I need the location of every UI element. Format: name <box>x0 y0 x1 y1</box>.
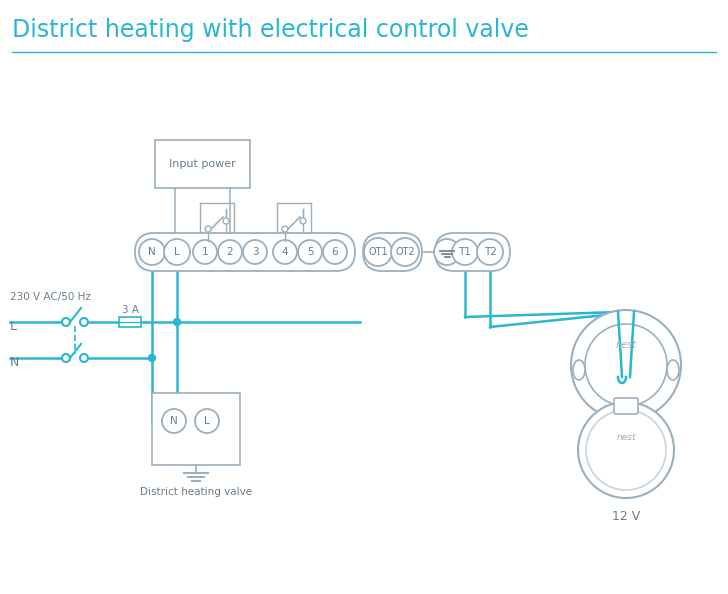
FancyBboxPatch shape <box>435 233 510 271</box>
Text: nest: nest <box>616 434 636 443</box>
Text: Input power: Input power <box>169 159 236 169</box>
Circle shape <box>298 240 322 264</box>
Text: N: N <box>148 247 156 257</box>
Text: N: N <box>170 416 178 426</box>
Circle shape <box>243 240 267 264</box>
Circle shape <box>586 410 666 490</box>
Circle shape <box>195 409 219 433</box>
Text: District heating with electrical control valve: District heating with electrical control… <box>12 18 529 42</box>
Circle shape <box>62 318 70 326</box>
Circle shape <box>323 240 347 264</box>
Circle shape <box>434 239 460 265</box>
Text: District heating valve: District heating valve <box>140 487 252 497</box>
Circle shape <box>139 239 165 265</box>
Circle shape <box>193 240 217 264</box>
Bar <box>119 317 141 327</box>
Circle shape <box>80 354 88 362</box>
Circle shape <box>571 310 681 420</box>
Circle shape <box>282 226 288 232</box>
Circle shape <box>364 238 392 266</box>
Ellipse shape <box>573 360 585 380</box>
Circle shape <box>149 355 156 362</box>
Text: 230 V AC/50 Hz: 230 V AC/50 Hz <box>10 292 91 302</box>
Text: T1: T1 <box>459 247 472 257</box>
Text: 5: 5 <box>306 247 313 257</box>
Text: OT1: OT1 <box>368 247 388 257</box>
Text: 2: 2 <box>226 247 233 257</box>
Text: L: L <box>204 416 210 426</box>
Bar <box>155 140 250 188</box>
Text: L: L <box>10 320 17 333</box>
Text: 4: 4 <box>282 247 288 257</box>
Bar <box>152 393 240 465</box>
Circle shape <box>578 402 674 498</box>
FancyBboxPatch shape <box>363 233 422 271</box>
Text: T2: T2 <box>483 247 496 257</box>
Circle shape <box>80 318 88 326</box>
Circle shape <box>218 240 242 264</box>
Text: L: L <box>174 247 180 257</box>
Circle shape <box>223 218 229 224</box>
Text: 3: 3 <box>252 247 258 257</box>
Text: 3 A: 3 A <box>122 305 138 315</box>
Text: 12 V: 12 V <box>612 510 640 523</box>
Circle shape <box>164 239 190 265</box>
Circle shape <box>205 226 211 232</box>
Circle shape <box>391 238 419 266</box>
Circle shape <box>162 409 186 433</box>
Text: 1: 1 <box>202 247 208 257</box>
FancyBboxPatch shape <box>614 398 638 414</box>
Circle shape <box>62 354 70 362</box>
Text: N: N <box>10 356 20 369</box>
Circle shape <box>273 240 297 264</box>
Text: nest: nest <box>615 340 636 350</box>
Circle shape <box>477 239 503 265</box>
Circle shape <box>300 218 306 224</box>
Circle shape <box>585 324 667 406</box>
Ellipse shape <box>667 360 679 380</box>
Circle shape <box>452 239 478 265</box>
FancyBboxPatch shape <box>135 233 355 271</box>
Text: OT2: OT2 <box>395 247 415 257</box>
Text: 6: 6 <box>332 247 339 257</box>
Circle shape <box>173 318 181 326</box>
